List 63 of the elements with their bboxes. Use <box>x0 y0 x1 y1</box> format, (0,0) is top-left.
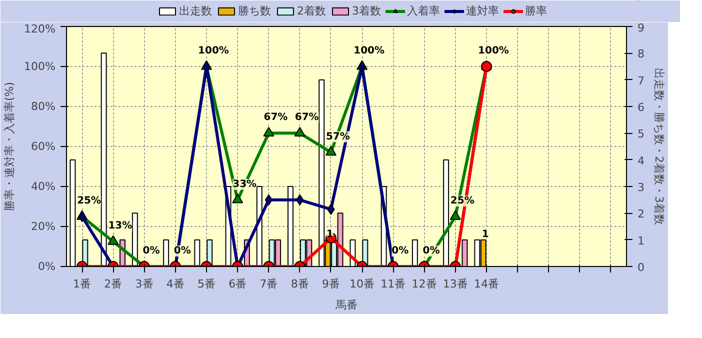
point <box>263 126 274 136</box>
y2-tick-label: 4 <box>638 154 644 168</box>
y2-tick-label: 3 <box>638 181 644 194</box>
data-label: 57% <box>326 131 350 142</box>
y2-tick-label: 5 <box>638 128 644 141</box>
data-label: 0% <box>422 246 440 256</box>
data-label: 1 <box>326 228 334 240</box>
x-tick-label: 1番 <box>73 278 92 290</box>
point <box>450 210 461 220</box>
point <box>325 146 336 156</box>
x-axis-title: 馬番 <box>334 298 358 312</box>
y2-tick-label: 8 <box>638 48 644 61</box>
x-tick-label: 6番 <box>228 278 247 290</box>
x-tick-label: 7番 <box>260 278 278 290</box>
point <box>294 126 306 136</box>
x-tick-label: 3番 <box>135 278 154 290</box>
y-tick-label: 20% <box>31 220 56 233</box>
x-tick-label: 13番 <box>442 278 468 290</box>
y-tick-label: 100% <box>24 60 56 73</box>
y2-axis-title: 出走数・勝ち数・2着数・3着数 <box>652 68 666 225</box>
legend-label: 連対率 <box>466 4 499 18</box>
y-tick-label: 120% <box>24 22 56 36</box>
legend-label: 入着率 <box>407 4 440 18</box>
data-label: 25% <box>450 196 474 206</box>
y-tick-label: 60% <box>31 140 56 153</box>
x-tick-label: 14番 <box>474 278 499 290</box>
data-label: 13% <box>108 220 132 232</box>
y2-tick-label: 1 <box>638 234 644 248</box>
data-label: 1 <box>482 228 489 240</box>
data-label: 0% <box>142 246 160 256</box>
y-tick-label: 80% <box>31 100 56 113</box>
y2-tick-label: 9 <box>638 22 644 34</box>
x-tick-label: 2番 <box>104 278 122 290</box>
y-tick-label: 0% <box>38 260 56 273</box>
data-label: 100% <box>198 46 229 56</box>
x-tick-label: 10番 <box>350 278 375 290</box>
data-label: 67% <box>264 112 288 124</box>
point <box>232 194 244 204</box>
y2-tick-label: 6 <box>638 101 644 114</box>
data-label: 100% <box>478 46 509 56</box>
y-axis-title: 勝率・連対率・入着率(%) <box>3 82 16 212</box>
x-tick-label: 11番 <box>380 278 406 290</box>
legend-label: 2着数 <box>297 4 326 18</box>
legend-label: 勝ち数 <box>238 4 271 18</box>
point <box>108 235 119 245</box>
legend-label: 出走数 <box>179 4 212 18</box>
legend-label: 3着数 <box>352 4 381 18</box>
y2-tick-label: 7 <box>638 74 644 88</box>
data-label: 25% <box>77 196 102 206</box>
legend-label: 勝率 <box>525 4 547 18</box>
data-label: 0% <box>174 246 191 256</box>
x-tick-label: 4番 <box>166 278 184 290</box>
data-label: 67% <box>294 112 319 124</box>
x-tick-label: 12番 <box>412 278 437 290</box>
x-tick-label: 5番 <box>198 278 216 290</box>
data-label: 100% <box>354 46 385 56</box>
data-label: 33% <box>232 178 257 190</box>
y2-tick-label: 0 <box>638 261 644 274</box>
data-label: 0% <box>392 246 409 256</box>
x-tick-label: 8番 <box>290 278 309 290</box>
x-tick-label: 9番 <box>322 278 340 290</box>
y2-tick-label: 2 <box>638 208 644 221</box>
y-tick-label: 40% <box>31 180 56 193</box>
